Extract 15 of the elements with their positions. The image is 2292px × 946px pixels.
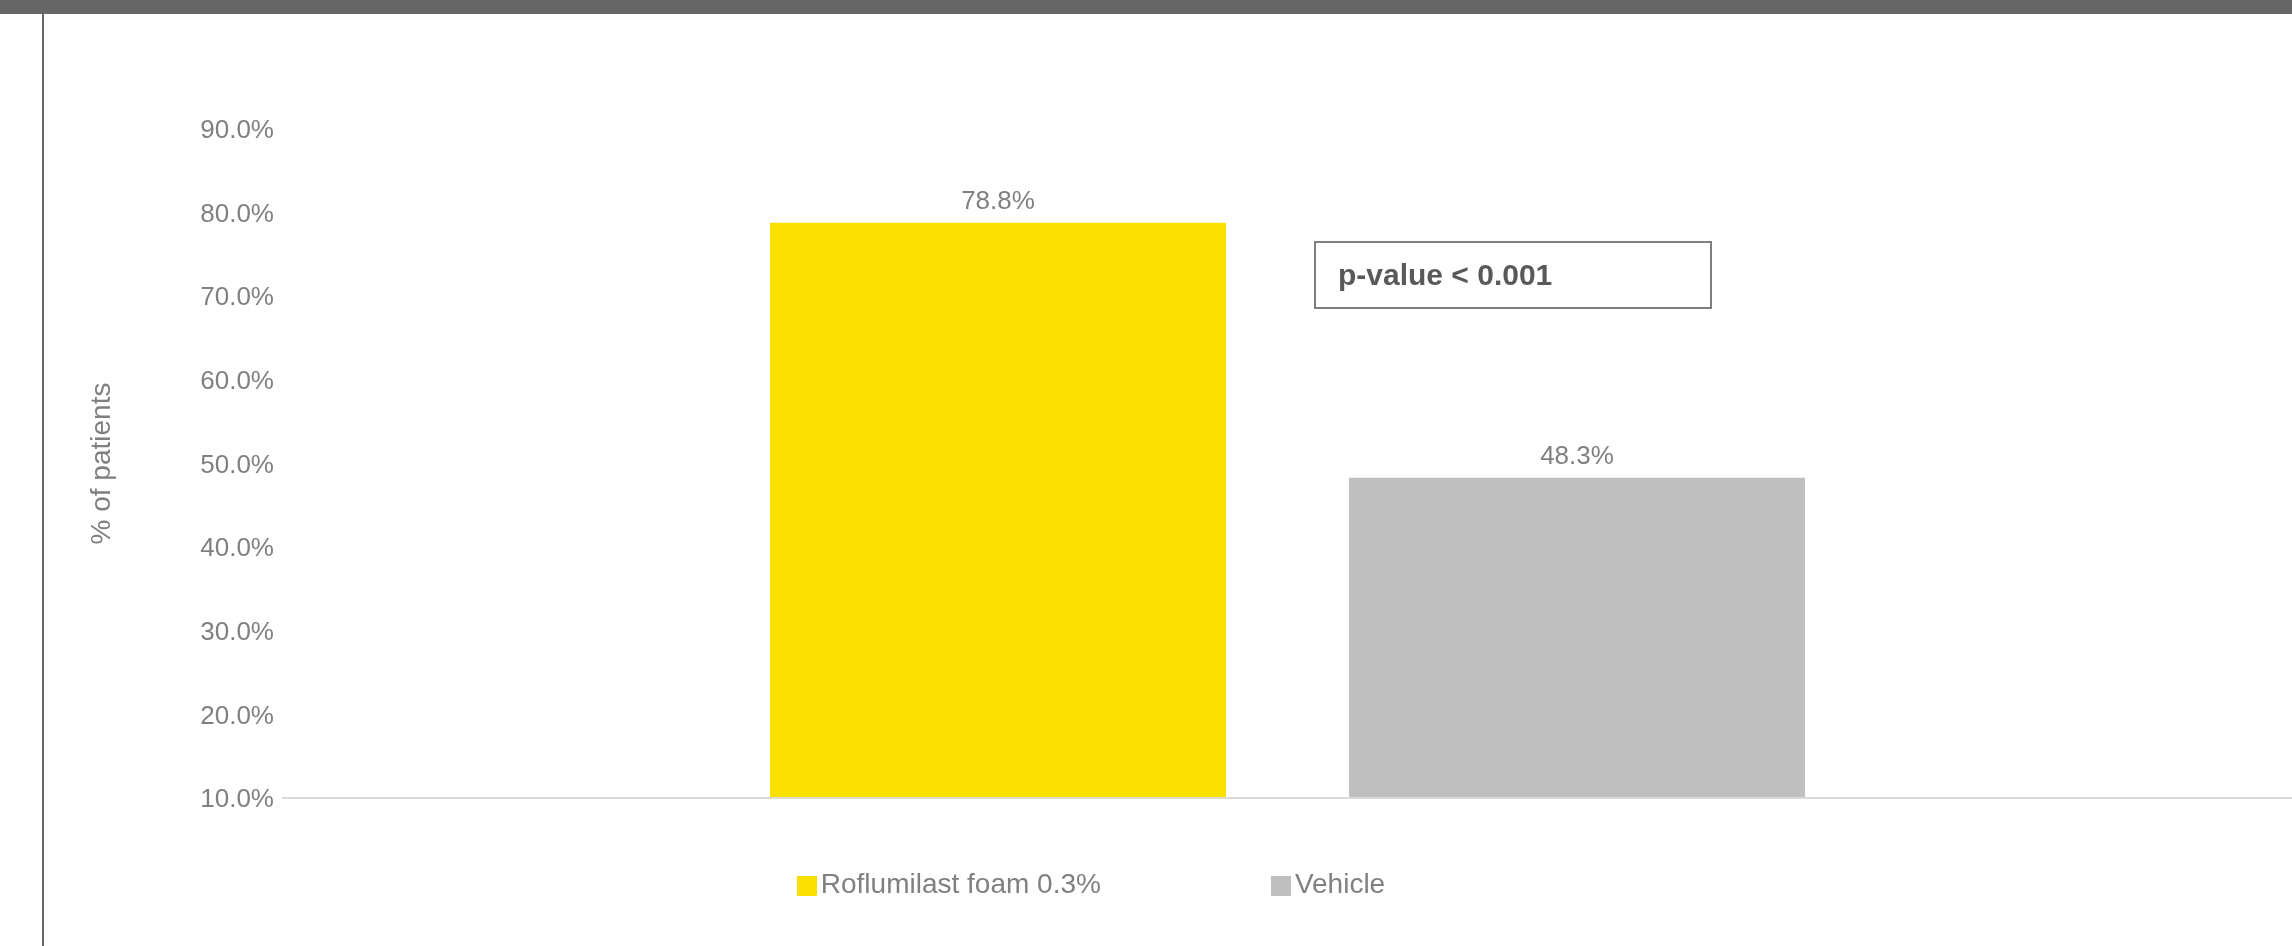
y-tick-label: 90.0% [200, 114, 274, 145]
y-tick-label: 20.0% [200, 699, 274, 730]
annotation: p-value < 0.001 [1338, 258, 1553, 292]
y-axis-title: % of patients [84, 382, 116, 545]
y-tick-label: 80.0% [200, 197, 274, 228]
y-tick-label: 40.0% [200, 532, 274, 563]
y-tick-label: 50.0% [200, 448, 274, 479]
legend-label: Roflumilast foam 0.3% [820, 868, 1101, 899]
y-tick-label: 60.0% [200, 365, 274, 396]
y-tick-label: 10.0% [200, 783, 274, 814]
y-tick-label: 70.0% [200, 281, 274, 312]
data-label: 48.3% [1540, 439, 1614, 470]
y-tick-label: 30.0% [200, 615, 274, 646]
legend-label: Vehicle [1294, 868, 1386, 899]
data-label: 78.8% [961, 184, 1035, 215]
